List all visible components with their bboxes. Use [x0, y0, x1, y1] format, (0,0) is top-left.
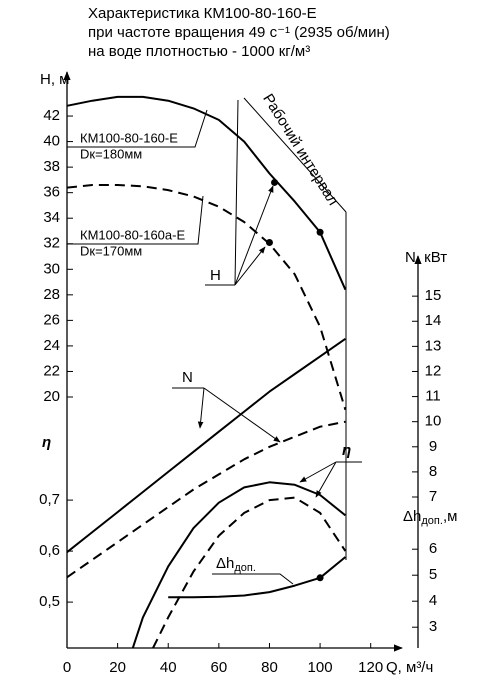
x-tick-label: 40 — [160, 659, 177, 676]
curve — [66, 337, 346, 553]
y-tick-label: 8 — [429, 463, 437, 480]
curve-label: Dк=180мм — [80, 146, 142, 161]
interval-line — [243, 97, 347, 213]
y-tick-label: 4 — [429, 592, 437, 609]
curve-label: КМ100-80-160-Е — [80, 130, 178, 145]
y-tick-label: 28 — [43, 286, 60, 303]
n-axis-label: N, кВт — [405, 249, 447, 266]
dh-axis-label: Δhдоп.,м — [403, 508, 457, 527]
y-tick-label: 9 — [429, 438, 437, 455]
y-tick-label: 36 — [43, 184, 60, 201]
leader — [212, 573, 294, 585]
curve — [168, 556, 347, 599]
leader — [315, 461, 337, 498]
leader — [67, 109, 208, 148]
y-tick-label: 14 — [425, 312, 442, 329]
x-tick-label: 20 — [109, 659, 126, 676]
y-tick-label: 26 — [43, 311, 60, 328]
x-tick-label: 0 — [63, 659, 71, 676]
y-tick-label: 5 — [429, 566, 437, 583]
y-tick-label: 20 — [43, 388, 60, 405]
h-axis-label: H, м — [40, 71, 69, 88]
marker — [271, 178, 279, 186]
marker — [265, 238, 273, 246]
y-tick-label: 12 — [425, 362, 442, 379]
x-tick-label: 80 — [261, 659, 278, 676]
n-label: N — [182, 369, 193, 386]
x-tick-label: 60 — [211, 659, 228, 676]
leader — [203, 387, 281, 443]
leader — [197, 387, 205, 429]
leader — [67, 195, 204, 245]
dh-label: Δhдоп. — [216, 555, 256, 574]
label-part: Δh — [216, 555, 234, 572]
y-tick-label: 0,6 — [39, 542, 60, 559]
leader — [234, 246, 266, 286]
eta-axis-label: η — [42, 434, 51, 451]
curve — [152, 496, 347, 649]
leader — [234, 99, 239, 286]
y-tick-label: 40 — [43, 133, 60, 150]
y-tick-label: 22 — [43, 362, 60, 379]
label-part: доп. — [421, 515, 443, 527]
x-axis-label: Q, м³/ч — [386, 659, 433, 676]
y-tick-label: 11 — [425, 388, 441, 405]
h-label: H — [210, 267, 221, 284]
leader — [299, 461, 337, 483]
y-tick-label: 0,7 — [39, 491, 60, 508]
curve-label: КМ100-80-160а-Е — [80, 227, 185, 242]
y-tick-label: 10 — [425, 413, 442, 430]
title-line: при частоте вращения 49 с⁻¹ (2935 об/мин… — [88, 24, 390, 41]
curve — [66, 95, 347, 291]
leader — [234, 185, 274, 286]
y-tick-label: 38 — [43, 158, 60, 175]
label-part: доп. — [234, 562, 256, 574]
eta-label: η — [342, 442, 351, 459]
y-tick-label: 13 — [425, 337, 442, 354]
label-part: Δh — [403, 508, 421, 525]
y-tick-label: 7 — [429, 488, 437, 505]
label-part: ,м — [443, 508, 457, 525]
x-tick-label: 100 — [308, 659, 333, 676]
y-tick-label: 34 — [43, 209, 60, 226]
y-tick-label: 24 — [43, 337, 60, 354]
curve-label: Dк=170мм — [80, 243, 142, 258]
y-tick-label: 0,5 — [39, 593, 60, 610]
title-line: на воде плотностью - 1000 кг/м³ — [88, 43, 310, 60]
y-tick-label: 6 — [429, 540, 437, 557]
marker — [316, 574, 324, 582]
title-line: Характеристика КМ100-80-160-Е — [88, 5, 317, 22]
curve — [66, 420, 346, 579]
y-tick-label: 15 — [425, 287, 442, 304]
curve — [131, 481, 347, 649]
y-tick-label: 42 — [43, 107, 60, 124]
y-tick-label: 30 — [43, 260, 60, 277]
marker — [316, 228, 324, 236]
curve — [66, 184, 347, 411]
y-tick-label: 3 — [429, 618, 437, 635]
y-tick-label: 32 — [43, 235, 60, 252]
x-tick-label: 120 — [358, 659, 383, 676]
